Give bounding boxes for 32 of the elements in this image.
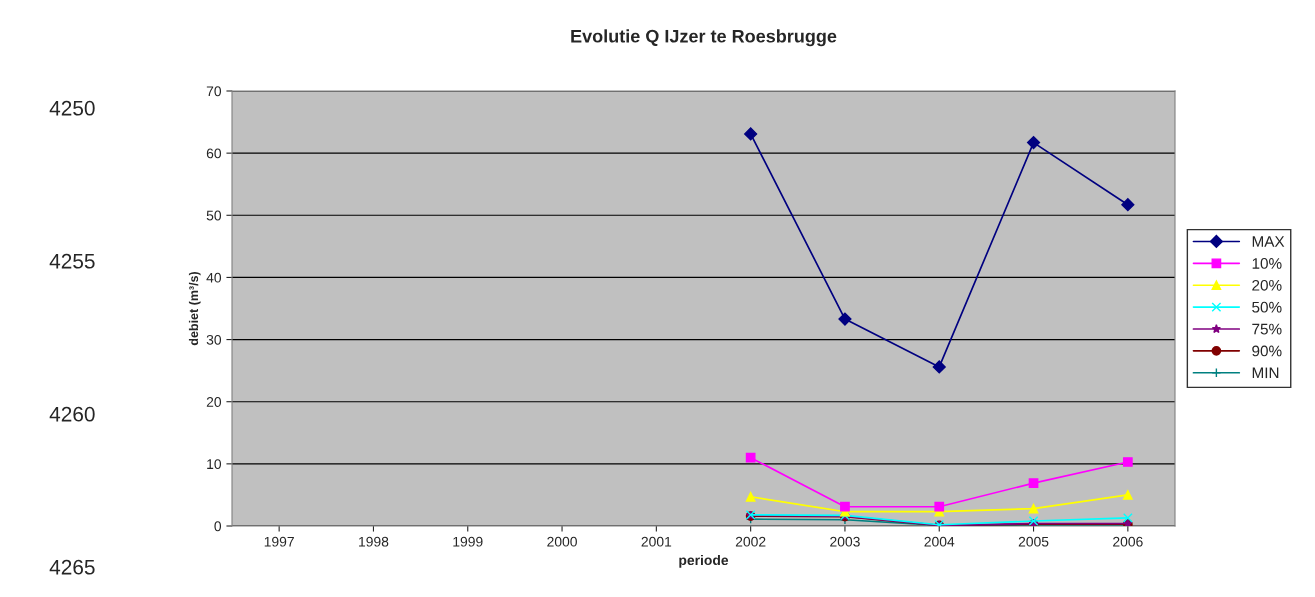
x-tick-label: 1997 [264,536,294,547]
y-tick-label: 60 [206,148,222,159]
x-tick-label: 2002 [735,536,766,547]
x-tick-label: 2006 [1113,536,1143,547]
y-tick-label: 20 [206,397,222,407]
legend-label: MIN [1252,367,1279,379]
y-tick-label: 0 [214,521,222,532]
text: 4265 [49,559,95,575]
x-tick-label: 1998 [359,536,389,547]
legend-label: MAX [1252,236,1285,247]
legend-label: 10% [1252,258,1282,269]
x-tick-label: 2004 [924,536,955,547]
x-tick-label: 2000 [547,536,577,547]
y-tick-label: 10 [207,459,222,470]
x-tick-label: 2001 [641,536,672,547]
x-tick-label: 2005 [1018,536,1049,547]
y-tick-label: 40 [206,272,222,283]
x-tick-label: 1999 [453,536,483,547]
chart-title: Evolutie Q IJzer te Roesbrugge [571,29,837,47]
y-tick-label: 70 [206,86,222,97]
y-tick-label: 50 [206,210,222,221]
text: 4250 [49,100,95,116]
legend-label: 75% [1252,323,1282,335]
legend-label: 50% [1252,301,1282,313]
text: 4260 [49,406,95,422]
y-axis-title: debiet (m³/s) [188,271,201,346]
y-tick-label: 30 [206,334,222,345]
text: 4255 [49,253,95,269]
legend-label: 20% [1252,279,1282,291]
x-tick-label: 2003 [830,536,860,547]
x-axis-title: periode [679,554,729,568]
legend-label: 90% [1252,345,1282,357]
